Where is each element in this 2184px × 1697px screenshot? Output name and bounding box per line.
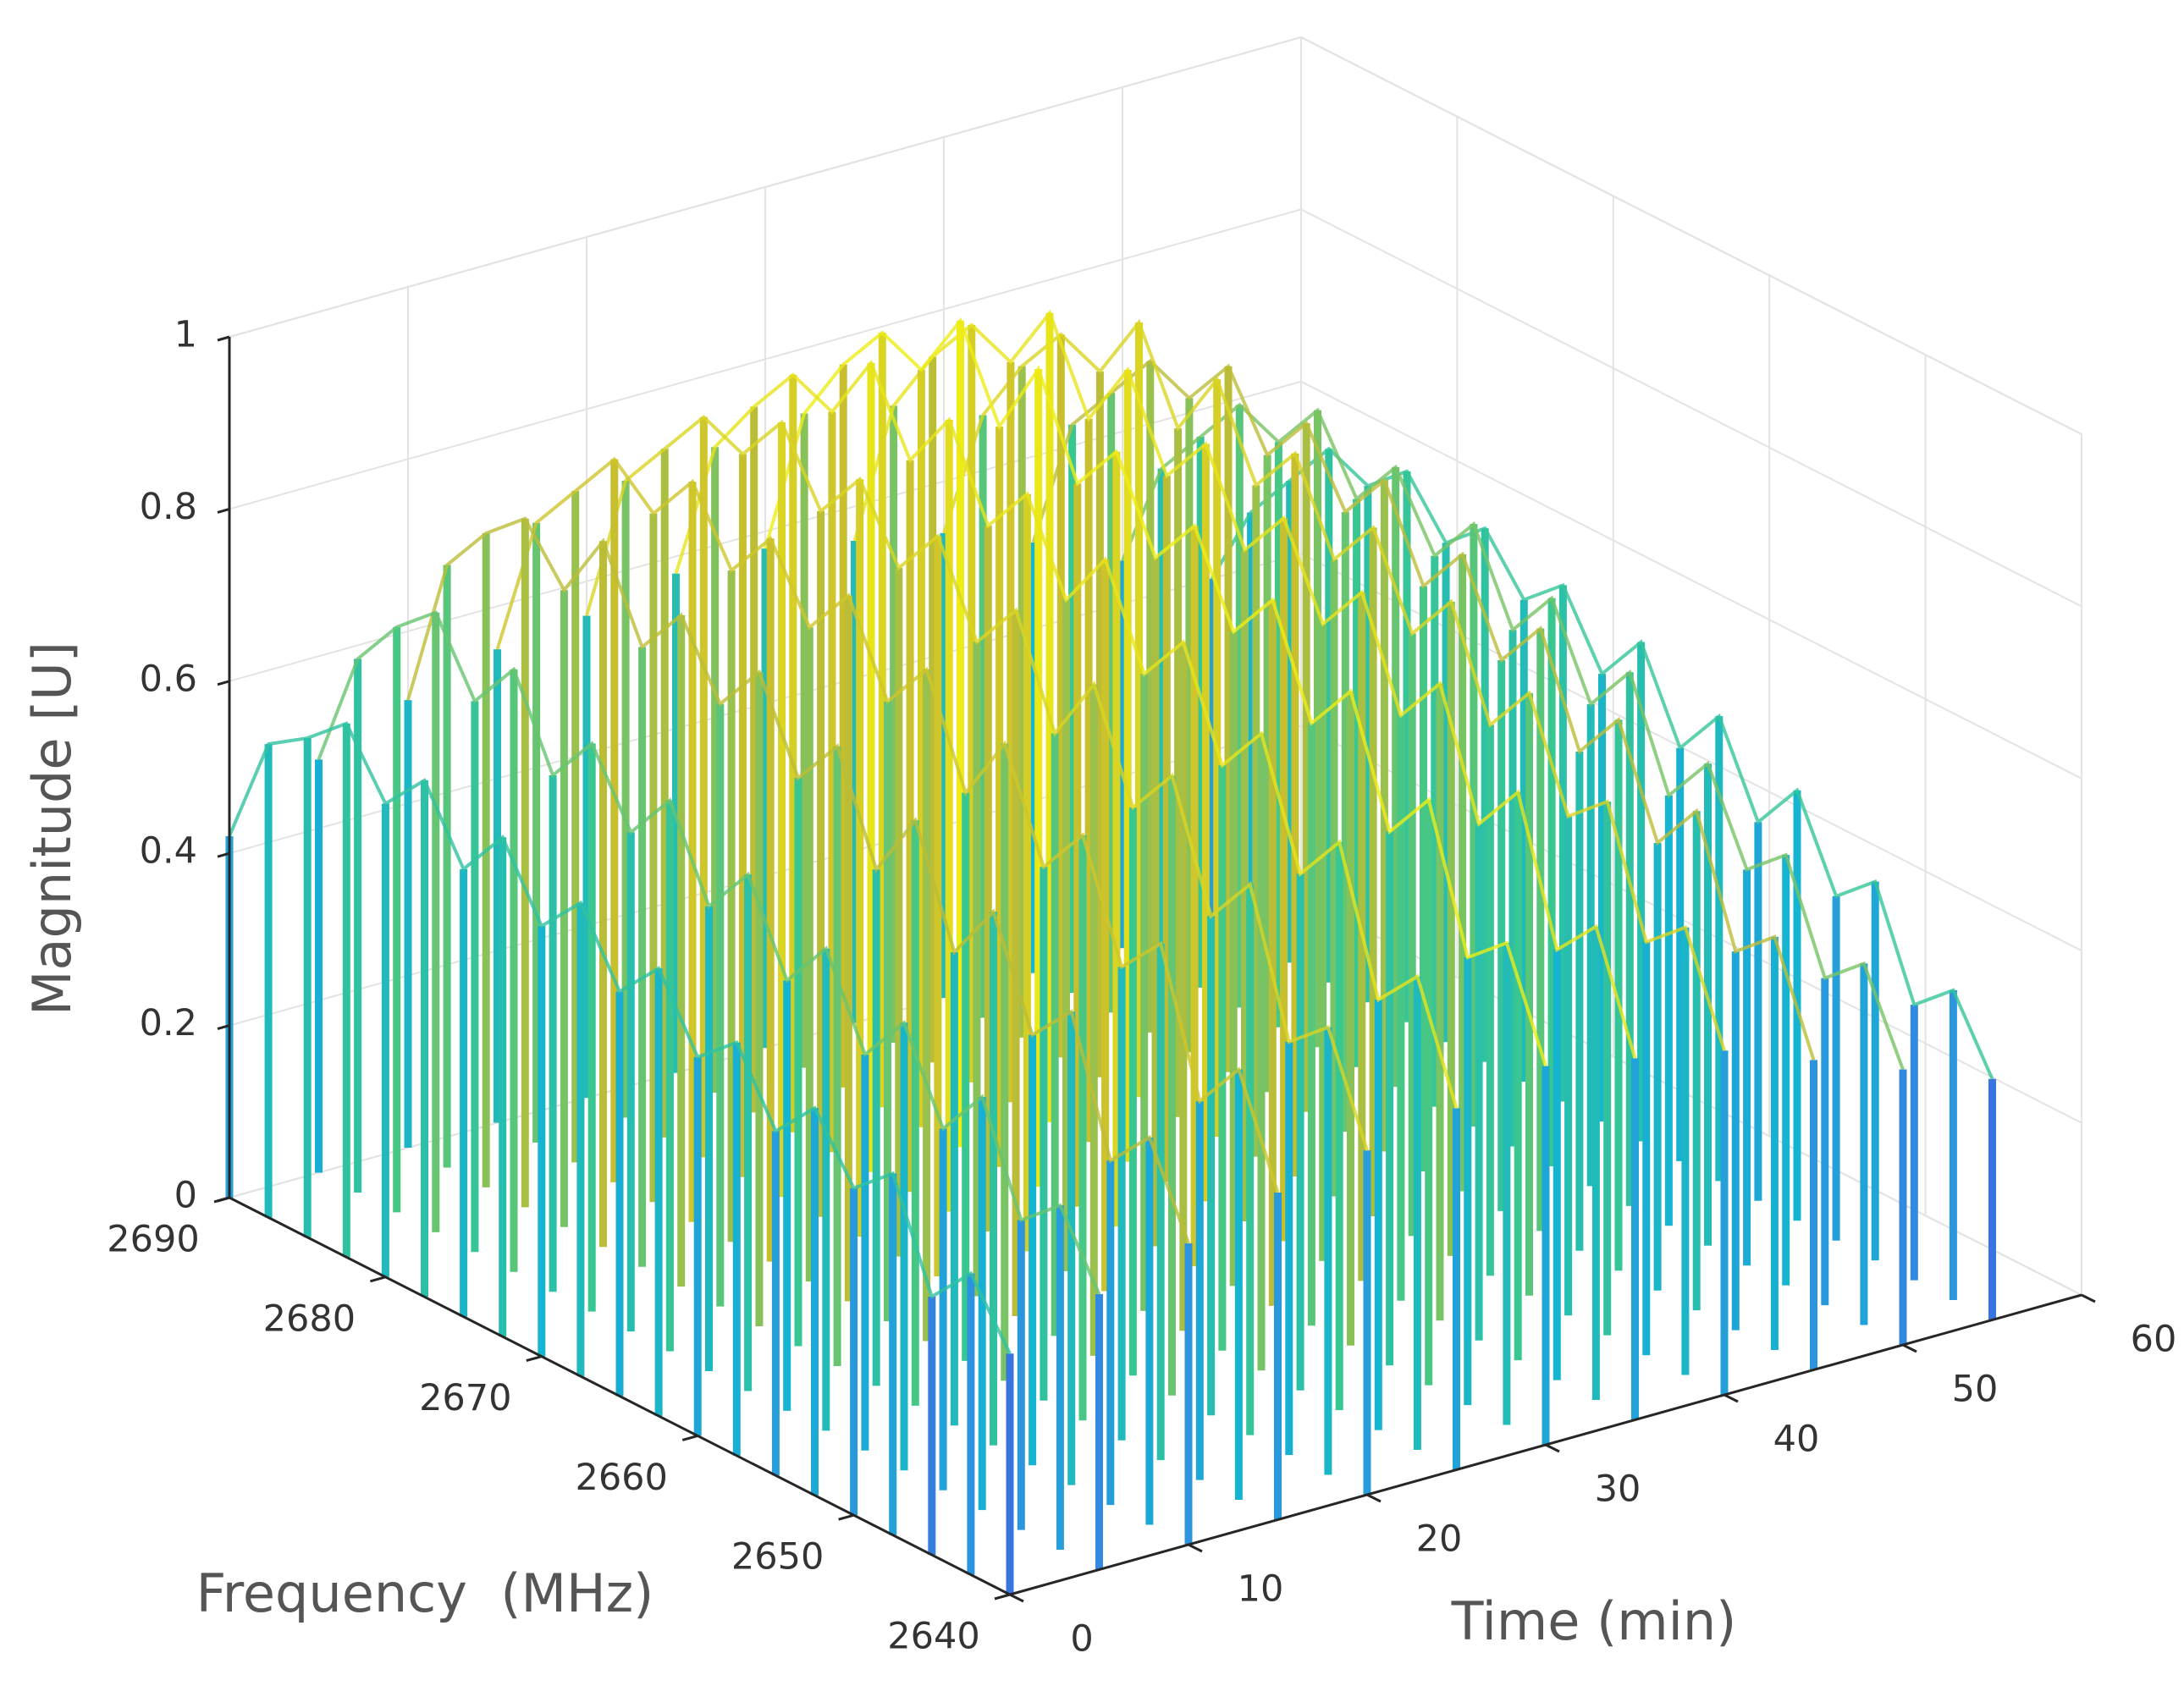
x-tick-label: 2660 bbox=[575, 1457, 667, 1499]
y-tick-label: 30 bbox=[1595, 1468, 1641, 1511]
slice-line bbox=[942, 318, 1726, 1051]
y-tick bbox=[1723, 1393, 1739, 1403]
slice-line bbox=[406, 516, 1190, 1244]
y-tick bbox=[1188, 1543, 1203, 1553]
data bbox=[225, 309, 1996, 1595]
y-tick bbox=[1545, 1443, 1560, 1453]
y-tick-label: 60 bbox=[2131, 1319, 2177, 1361]
x-tick bbox=[213, 1196, 230, 1204]
grid-line bbox=[1300, 380, 2082, 780]
y-tick-label: 10 bbox=[1238, 1568, 1284, 1611]
slice-line bbox=[228, 721, 1012, 1355]
x-tick bbox=[369, 1276, 386, 1283]
y-tick-label: 50 bbox=[1952, 1369, 1999, 1411]
y-tick-label: 20 bbox=[1416, 1518, 1463, 1561]
slice-line bbox=[317, 610, 1101, 1295]
x-tick-label: 2690 bbox=[107, 1219, 199, 1261]
slice-line bbox=[674, 359, 1459, 1109]
x-tick-label: 2650 bbox=[731, 1536, 824, 1579]
axes: 00.20.40.60.8126402650266026702680269001… bbox=[107, 314, 2176, 1661]
x-tick bbox=[526, 1355, 543, 1363]
z-tick-label: 1 bbox=[174, 314, 197, 356]
z-tick-label: 0.6 bbox=[140, 658, 197, 700]
slice-line bbox=[764, 317, 1547, 1067]
x-axis-label: Frequency (MHz) bbox=[196, 1562, 654, 1624]
slice-line bbox=[495, 456, 1280, 1193]
z-tick-label: 0.8 bbox=[140, 486, 197, 528]
y-tick bbox=[2081, 1293, 2096, 1303]
z-tick bbox=[217, 335, 230, 342]
x-axis bbox=[229, 1196, 1011, 1596]
grid-line bbox=[1300, 208, 2082, 608]
slice-line bbox=[852, 309, 1637, 1059]
y-tick-label: 40 bbox=[1773, 1419, 1820, 1461]
x-tick bbox=[681, 1434, 698, 1441]
z-tick-label: 0.2 bbox=[140, 1002, 197, 1044]
z-tick bbox=[217, 851, 230, 858]
z-tick-label: 0.4 bbox=[140, 830, 197, 873]
y-tick-label: 0 bbox=[1070, 1618, 1093, 1661]
y-tick bbox=[1009, 1593, 1024, 1603]
y-tick bbox=[1366, 1493, 1382, 1503]
z-axis-label: Magnitude [U] bbox=[21, 642, 83, 1016]
grid-line bbox=[1300, 36, 2082, 435]
z-tick bbox=[217, 680, 230, 686]
x-tick bbox=[838, 1513, 855, 1521]
x-tick-label: 2680 bbox=[263, 1298, 356, 1340]
grid-line bbox=[1300, 553, 2082, 952]
z-tick bbox=[217, 507, 230, 514]
slice-line bbox=[1031, 358, 1816, 1061]
x-tick-label: 2640 bbox=[887, 1616, 979, 1658]
x-tick bbox=[994, 1593, 1011, 1601]
y-tick bbox=[1902, 1343, 1917, 1353]
z-tick-label: 0 bbox=[174, 1175, 197, 1217]
y-axis-label: Time (min) bbox=[1451, 1590, 1737, 1652]
z-tick bbox=[217, 1024, 230, 1031]
slice-line bbox=[585, 415, 1369, 1151]
x-tick-label: 2670 bbox=[419, 1377, 511, 1419]
